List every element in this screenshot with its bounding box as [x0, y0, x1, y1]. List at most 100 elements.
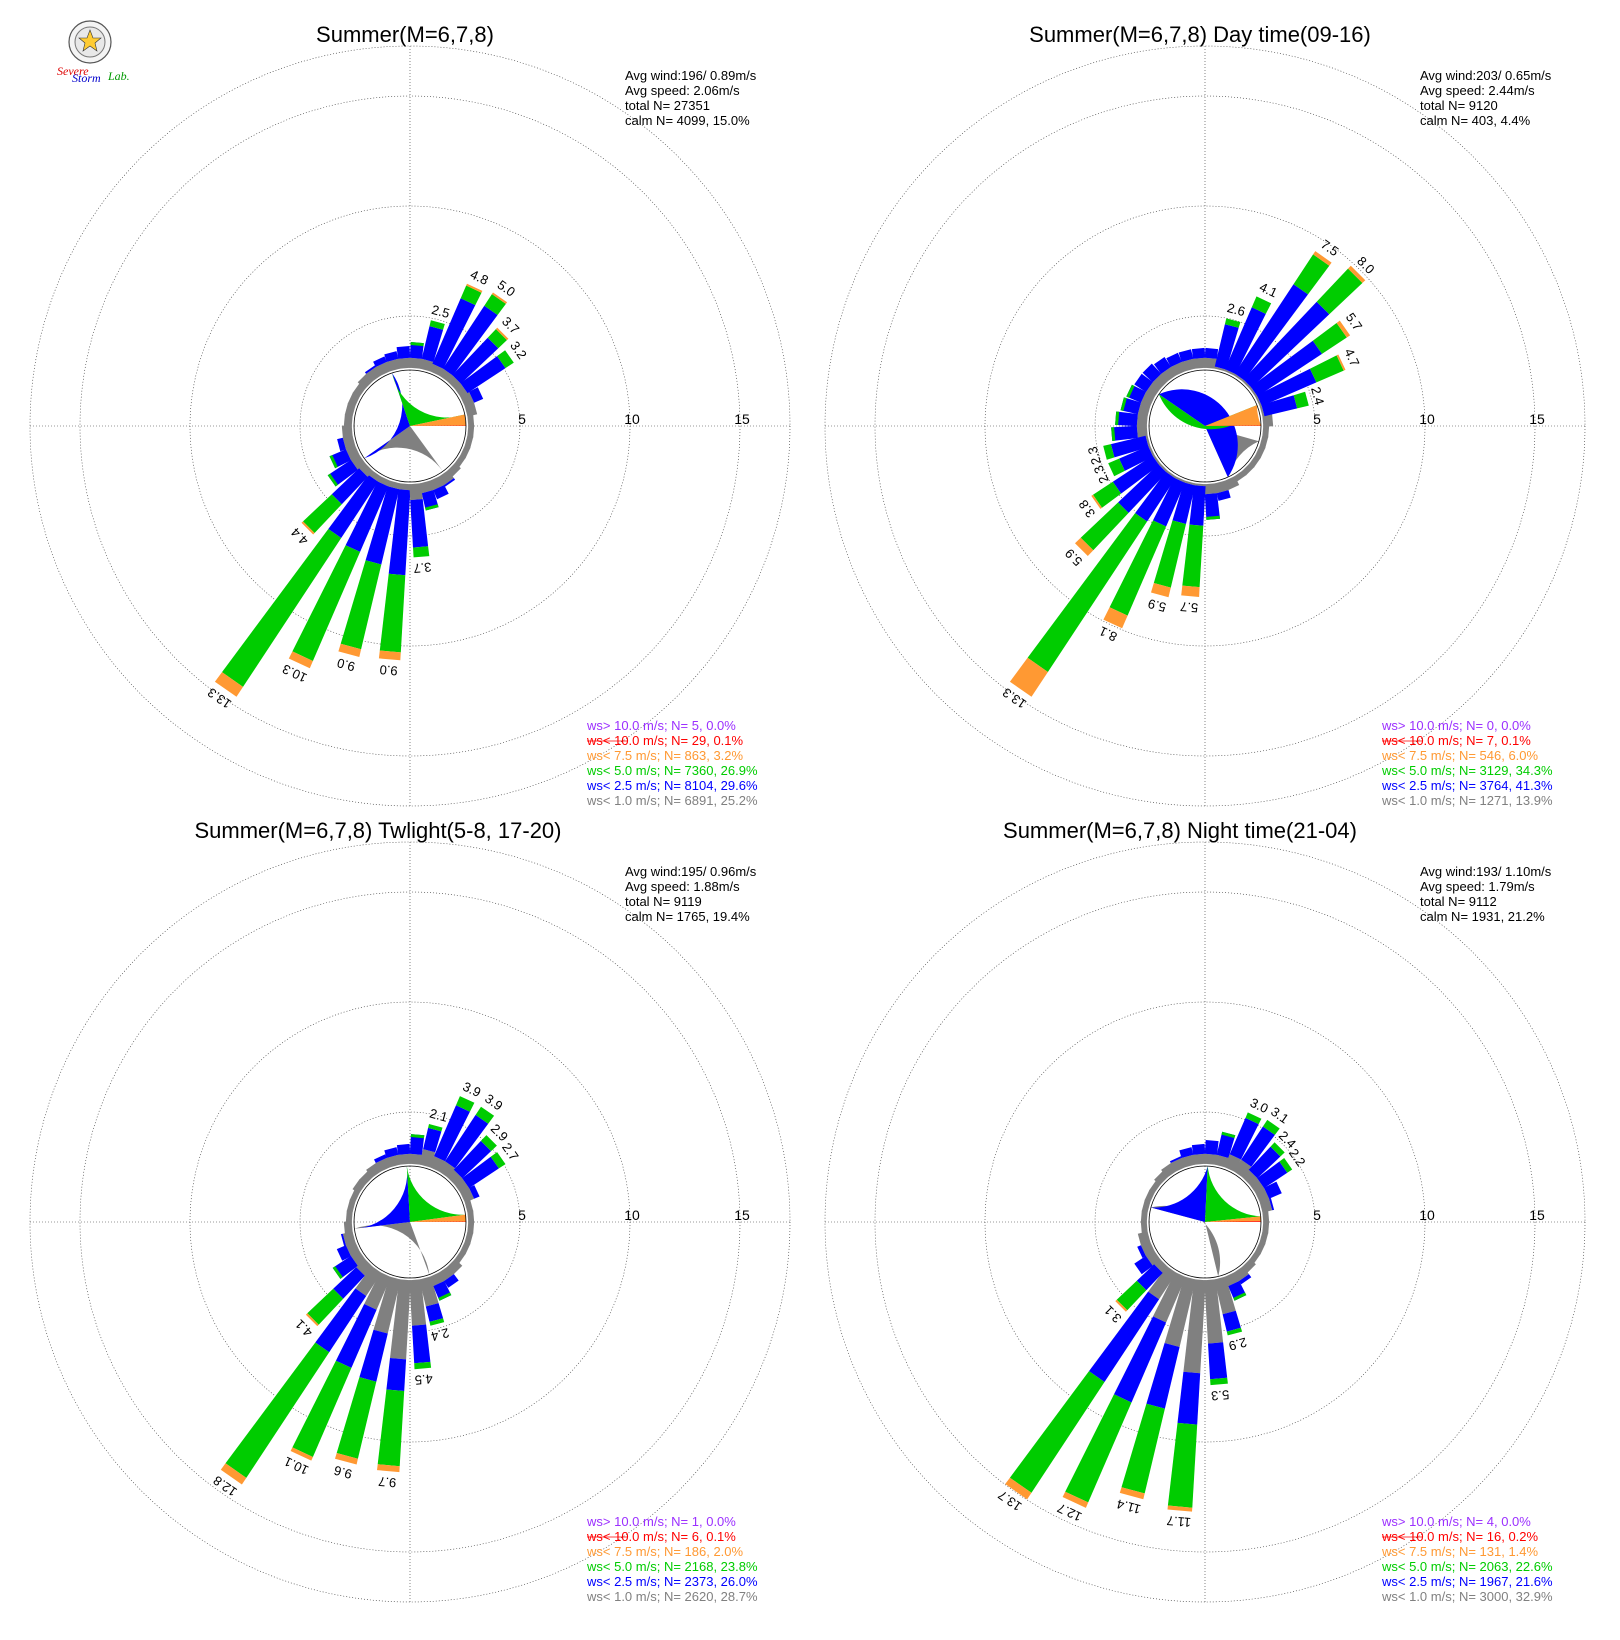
- sector-bar-205-seg2: [1109, 520, 1167, 616]
- sector-bar-235-seg0: [1152, 454, 1161, 466]
- legend-item: ws< 2.5 m/s; N= 8104, 29.6%: [586, 778, 758, 793]
- sector-bar-175-tip: [1206, 515, 1220, 520]
- sector-label: 5.3: [1211, 1387, 1230, 1404]
- sector-bar-175-seg2: [414, 1361, 432, 1370]
- sector-bar-225-seg0: [1158, 462, 1169, 473]
- sector-bar-175-seg1: [1208, 1342, 1228, 1380]
- sector-bar-25-seg0: [429, 363, 444, 376]
- sector-bar-185-seg2: [379, 573, 406, 653]
- logo-line3: Lab.: [107, 69, 130, 83]
- sector-bar-215-seg0: [1148, 1266, 1177, 1300]
- center-pie-outline: [353, 369, 467, 483]
- sector-bar-225-seg2: [1116, 1280, 1147, 1311]
- sector-label: 2.6: [1226, 300, 1247, 319]
- sector-bar-225-seg1: [331, 468, 368, 505]
- sector-bar-55-seg2: [490, 1152, 506, 1169]
- sector-bar-45-seg2: [1316, 268, 1363, 315]
- sector-bar-75-calm-part: [464, 1199, 474, 1213]
- sector-label: 9.6: [332, 1463, 353, 1482]
- sector-bar-125-calm-part: [1249, 1250, 1261, 1264]
- sector-bar-215-seg2: [1009, 1371, 1105, 1493]
- sector-label: 2.3: [1085, 445, 1104, 466]
- sector-bar-355-calm-part: [1193, 357, 1206, 369]
- sector-bar-105-calm-part: [1259, 435, 1269, 449]
- legend-item: ws< 2.5 m/s; N= 2373, 26.0%: [586, 1574, 758, 1589]
- sector-bar-245-blue: [1137, 1245, 1146, 1258]
- sector-bar-225-seg3: [1115, 1299, 1128, 1312]
- sector-bar-335-blue: [374, 1154, 387, 1163]
- sector-bar-165-seg0: [1214, 1276, 1236, 1315]
- sector-bar-185-seg1: [1189, 485, 1206, 526]
- sector-bar-235-seg3: [1091, 494, 1102, 509]
- stat-line: calm N= 1765, 19.4%: [625, 909, 750, 924]
- sector-bar-235-seg2: [1093, 481, 1122, 508]
- sector-bar-245-seg1: [1119, 446, 1154, 471]
- sector-bar-195-seg3: [338, 643, 362, 657]
- sector-bar-75-calm-part: [1259, 1198, 1273, 1213]
- ring-label: 5: [518, 411, 526, 427]
- sector-bar-15-seg1: [423, 1127, 442, 1153]
- range-ring-15: [874, 95, 1536, 757]
- wind-rose-panel-2: 5 10 155.75.98.113.35.93.82.32.32.64.17.58…: [824, 22, 1586, 808]
- sector-bar-195-seg2: [1121, 1403, 1165, 1494]
- center-pie-slice-4: [410, 414, 466, 426]
- sector-bar-35-seg1: [1241, 1126, 1275, 1167]
- sector-bar-45-seg3: [1348, 265, 1366, 283]
- sector-bar-5-blue: [409, 1134, 425, 1155]
- sector-bar-265-calm-part: [1140, 1221, 1148, 1234]
- sector-bar-35-seg1: [445, 1114, 489, 1169]
- stat-line: Avg speed: 1.88m/s: [625, 879, 740, 894]
- sector-bar-255-blue: [340, 1233, 346, 1246]
- sector-bar-165-seg1: [425, 1303, 444, 1322]
- sector-bar-165-tip: [425, 504, 439, 511]
- sector-label: 5.9: [1146, 596, 1167, 615]
- sector-bar-165-calm-part: [1214, 480, 1229, 494]
- sector-bar-205-seg1: [345, 481, 389, 552]
- sector-bar-75-seg1: [1261, 395, 1298, 417]
- sector-label: 3.7: [413, 559, 432, 576]
- sector-bar-235-tip: [332, 1266, 343, 1279]
- ring-label: 10: [1419, 411, 1435, 427]
- sector-bar-55-seg2: [497, 350, 514, 369]
- sector-bar-305-blue: [1134, 373, 1153, 393]
- sector-bar-345-blue: [1179, 1147, 1194, 1158]
- sector-bar-105-calm-part: [464, 1231, 474, 1245]
- legend-item: ws< 7.5 m/s; N= 546, 6.0%: [1381, 748, 1539, 763]
- sector-label: 2.4: [430, 1325, 451, 1344]
- sector-bar-225-seg3: [305, 1313, 319, 1327]
- sector-bar-15-seg1: [1214, 324, 1239, 370]
- stat-line: calm N= 4099, 15.0%: [625, 113, 750, 128]
- sector-bar-345-calm-part: [386, 1154, 401, 1168]
- sector-label: 11.7: [1166, 1513, 1192, 1530]
- legend-item: ws< 1.0 m/s; N= 6891, 25.2%: [586, 793, 758, 808]
- sector-bar-335-blue: [1169, 1156, 1182, 1163]
- sector-bar-45-seg2: [1270, 1142, 1285, 1157]
- sector-bar-255-seg0: [1145, 435, 1151, 448]
- sector-bar-55-seg0: [1249, 386, 1258, 398]
- wind-rose-panel-4: 5 10 1511.711.412.713.73.15.32.93.03.12.42…: [824, 818, 1586, 1604]
- sector-bar-265-calm-part: [1136, 425, 1148, 438]
- sector-bar-215-seg2: [222, 529, 342, 687]
- sector-bar-45-seg3: [495, 327, 509, 341]
- sector-bar-175-seg0: [409, 1279, 427, 1326]
- sector-bar-175-seg2: [1210, 1377, 1228, 1386]
- sector-bar-175-calm-part: [1204, 483, 1217, 495]
- sector-bar-125-calm-part: [454, 454, 466, 468]
- sector-bar-235-seg1: [1112, 455, 1160, 494]
- sector-bar-15-seg0: [419, 358, 434, 372]
- sector-bar-225-seg1: [1118, 464, 1167, 513]
- sector-bar-5-blue: [409, 342, 424, 359]
- sector-bar-205-seg1: [335, 1304, 377, 1368]
- sector-bar-275-calm-part: [345, 1210, 353, 1223]
- sector-bar-235-blue: [1134, 1255, 1153, 1275]
- sector-bar-15-seg2: [429, 320, 445, 330]
- sector-bar-205-seg3: [290, 1447, 313, 1461]
- sector-bar-355-calm-part: [1193, 1153, 1206, 1165]
- sector-bar-35-seg1: [1234, 284, 1308, 381]
- sector-bar-235-tip: [327, 473, 338, 487]
- sector-bar-155-tip: [1233, 1292, 1247, 1301]
- center-pie-slice-0: [410, 426, 466, 472]
- sector-bar-95-calm-part: [1262, 425, 1270, 438]
- sector-bar-175-seg0: [409, 483, 423, 501]
- ring-label: 10: [624, 411, 640, 427]
